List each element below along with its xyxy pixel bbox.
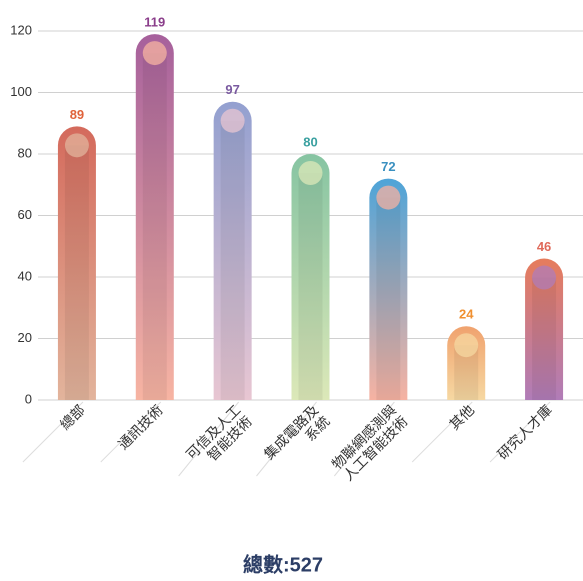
y-tick-label: 120 <box>10 22 32 37</box>
x-tick-label: 可信及人工智能技術 <box>183 401 255 473</box>
y-tick-label: 20 <box>18 330 32 345</box>
data-label: 46 <box>537 239 551 254</box>
x-tick-label-line: 通訊技術 <box>115 401 166 452</box>
bar-shade <box>376 197 401 400</box>
x-tick-label: 研究人才庫 <box>494 401 555 462</box>
bar-highlight <box>376 185 401 210</box>
label-guide <box>178 401 240 477</box>
data-label: 89 <box>70 107 84 122</box>
data-label: 72 <box>381 159 395 174</box>
x-tick-label-line: 研究人才庫 <box>494 401 555 462</box>
label-guide <box>100 401 162 463</box>
bar <box>525 258 564 400</box>
y-tick-label: 40 <box>18 268 32 283</box>
x-tick-label: 其他 <box>446 401 477 432</box>
label-guide <box>411 401 473 463</box>
bar <box>291 154 330 400</box>
bar <box>57 126 96 400</box>
label-guide <box>22 401 84 463</box>
bar <box>213 101 252 400</box>
bar-shade <box>142 53 167 400</box>
label-guide <box>333 401 395 477</box>
data-label: 80 <box>303 134 317 149</box>
label-guide <box>256 401 317 477</box>
x-tick-label: 通訊技術 <box>115 401 166 452</box>
label-guide <box>489 401 551 463</box>
bar-shade <box>298 173 323 400</box>
bar-shade <box>220 120 245 400</box>
bar <box>135 34 174 400</box>
bar-shade <box>532 277 557 400</box>
data-label: 119 <box>144 15 165 30</box>
y-tick-label: 100 <box>10 84 32 99</box>
x-tick-label-line: 其他 <box>446 401 477 432</box>
bar-highlight <box>298 161 323 185</box>
bar-highlight <box>454 333 479 358</box>
data-label: 97 <box>225 82 239 97</box>
y-tick-label: 60 <box>18 207 32 222</box>
bar-highlight <box>142 41 167 66</box>
footer-total: 總數:527 <box>243 552 323 576</box>
data-label: 24 <box>459 307 474 322</box>
bar-highlight <box>220 108 245 133</box>
x-tick-label: 物聯網感測與人工智能技術 <box>328 401 410 483</box>
y-tick-label: 0 <box>25 391 32 406</box>
y-tick-label: 80 <box>18 145 32 160</box>
bar-shade <box>64 145 89 400</box>
bar-highlight <box>64 133 89 158</box>
bar <box>369 178 408 400</box>
bar-highlight <box>532 265 557 290</box>
x-tick-label-line: 總部 <box>57 401 88 432</box>
x-tick-label: 總部 <box>57 401 88 432</box>
x-tick-label: 集成電路及系統 <box>260 401 332 473</box>
